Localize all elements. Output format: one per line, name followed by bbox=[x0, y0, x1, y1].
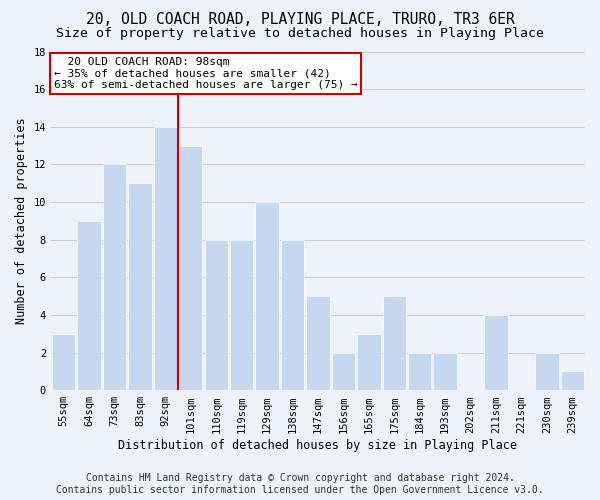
Bar bbox=[332, 352, 355, 390]
Bar bbox=[535, 352, 559, 390]
Bar bbox=[560, 372, 584, 390]
X-axis label: Distribution of detached houses by size in Playing Place: Distribution of detached houses by size … bbox=[118, 440, 517, 452]
Bar bbox=[230, 240, 253, 390]
Bar bbox=[484, 315, 508, 390]
Text: 20, OLD COACH ROAD, PLAYING PLACE, TRURO, TR3 6ER: 20, OLD COACH ROAD, PLAYING PLACE, TRURO… bbox=[86, 12, 514, 28]
Bar bbox=[154, 127, 177, 390]
Bar bbox=[281, 240, 304, 390]
Bar bbox=[256, 202, 279, 390]
Bar bbox=[433, 352, 457, 390]
Bar bbox=[357, 334, 380, 390]
Bar bbox=[408, 352, 431, 390]
Text: 20 OLD COACH ROAD: 98sqm
← 35% of detached houses are smaller (42)
63% of semi-d: 20 OLD COACH ROAD: 98sqm ← 35% of detach… bbox=[53, 56, 358, 90]
Text: Size of property relative to detached houses in Playing Place: Size of property relative to detached ho… bbox=[56, 28, 544, 40]
Bar bbox=[383, 296, 406, 390]
Bar bbox=[103, 164, 126, 390]
Bar bbox=[179, 146, 202, 390]
Bar bbox=[306, 296, 329, 390]
Bar bbox=[52, 334, 76, 390]
Bar bbox=[128, 183, 152, 390]
Y-axis label: Number of detached properties: Number of detached properties bbox=[15, 118, 28, 324]
Bar bbox=[77, 221, 101, 390]
Text: Contains HM Land Registry data © Crown copyright and database right 2024.
Contai: Contains HM Land Registry data © Crown c… bbox=[56, 474, 544, 495]
Bar bbox=[205, 240, 228, 390]
